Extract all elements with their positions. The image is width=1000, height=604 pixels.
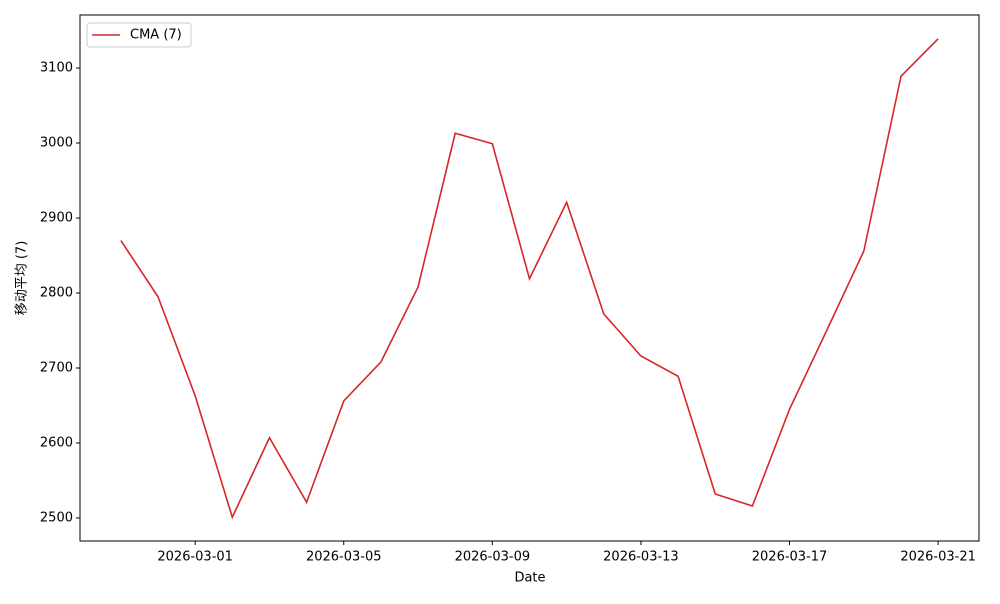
x-tick-label: 2026-03-17 xyxy=(752,550,828,565)
y-axis-label: 移动平均 (7) xyxy=(15,241,30,316)
y-tick-label: 2900 xyxy=(40,211,73,226)
y-tick-label: 3100 xyxy=(40,61,73,76)
y-tick-label: 2600 xyxy=(40,435,73,450)
x-tick-label: 2026-03-21 xyxy=(900,550,976,565)
x-tick-label: 2026-03-13 xyxy=(603,550,679,565)
x-axis-label: Date xyxy=(514,571,545,586)
data-line xyxy=(120,38,939,520)
y-tick-label: 3000 xyxy=(40,136,73,151)
plot-frame xyxy=(79,14,980,542)
legend-label: CMA (7) xyxy=(130,28,182,43)
x-tick-label: 2026-03-01 xyxy=(157,550,233,565)
y-tick-label: 2700 xyxy=(40,360,73,375)
x-tick-label: 2026-03-05 xyxy=(306,550,382,565)
y-tick-label: 2500 xyxy=(40,510,73,525)
x-tick-label: 2026-03-09 xyxy=(455,550,531,565)
legend-box xyxy=(86,22,192,48)
y-tick-label: 2800 xyxy=(40,285,73,300)
